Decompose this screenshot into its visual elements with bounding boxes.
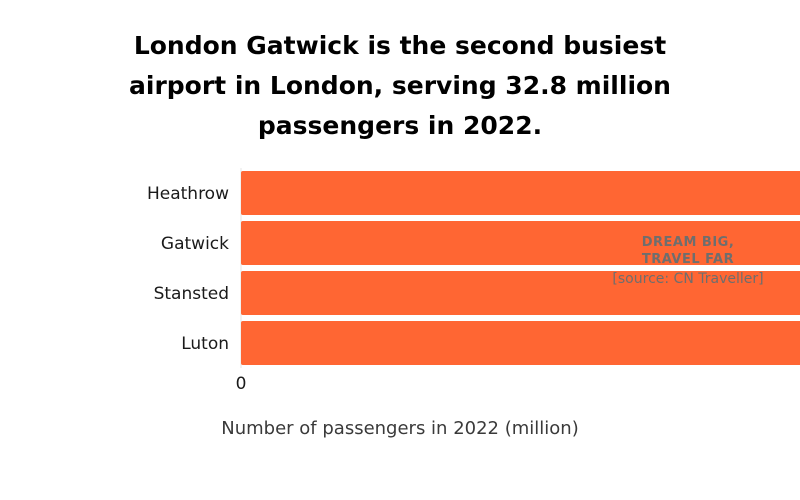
bar-heathrow [241, 171, 800, 215]
brand-logo-line-1: DREAM BIG, [641, 235, 735, 250]
category-label-heathrow: Heathrow [147, 184, 229, 204]
brand-logo-line-2: TRAVEL FAR [641, 252, 735, 267]
x-tick-labels: 010203040506070 [236, 374, 247, 394]
chart-title-line-3: passengers in 2022. [257, 111, 543, 140]
category-label-luton: Luton [181, 334, 229, 354]
x-tick-label-0: 0 [236, 374, 247, 394]
bar-gatwick [241, 221, 800, 265]
category-label-gatwick: Gatwick [161, 234, 229, 254]
x-axis-title: Number of passengers in 2022 (million) [221, 418, 578, 439]
category-label-stansted: Stansted [154, 284, 229, 304]
chart-title-line-1: London Gatwick is the second busiest [133, 31, 667, 60]
source-note: [source: CN Traveller] [612, 271, 764, 287]
brand-block: DREAM BIG, TRAVEL FAR [source: CN Travel… [608, 234, 768, 290]
bar-stansted [241, 271, 800, 315]
chart-title-line-2: airport in London, serving 32.8 million [129, 71, 671, 100]
bar-luton [241, 321, 800, 365]
bars [241, 171, 800, 365]
category-labels: Heathrow Gatwick Stansted Luton [147, 184, 229, 354]
chart-title: London Gatwick is the second busiest air… [100, 26, 700, 146]
